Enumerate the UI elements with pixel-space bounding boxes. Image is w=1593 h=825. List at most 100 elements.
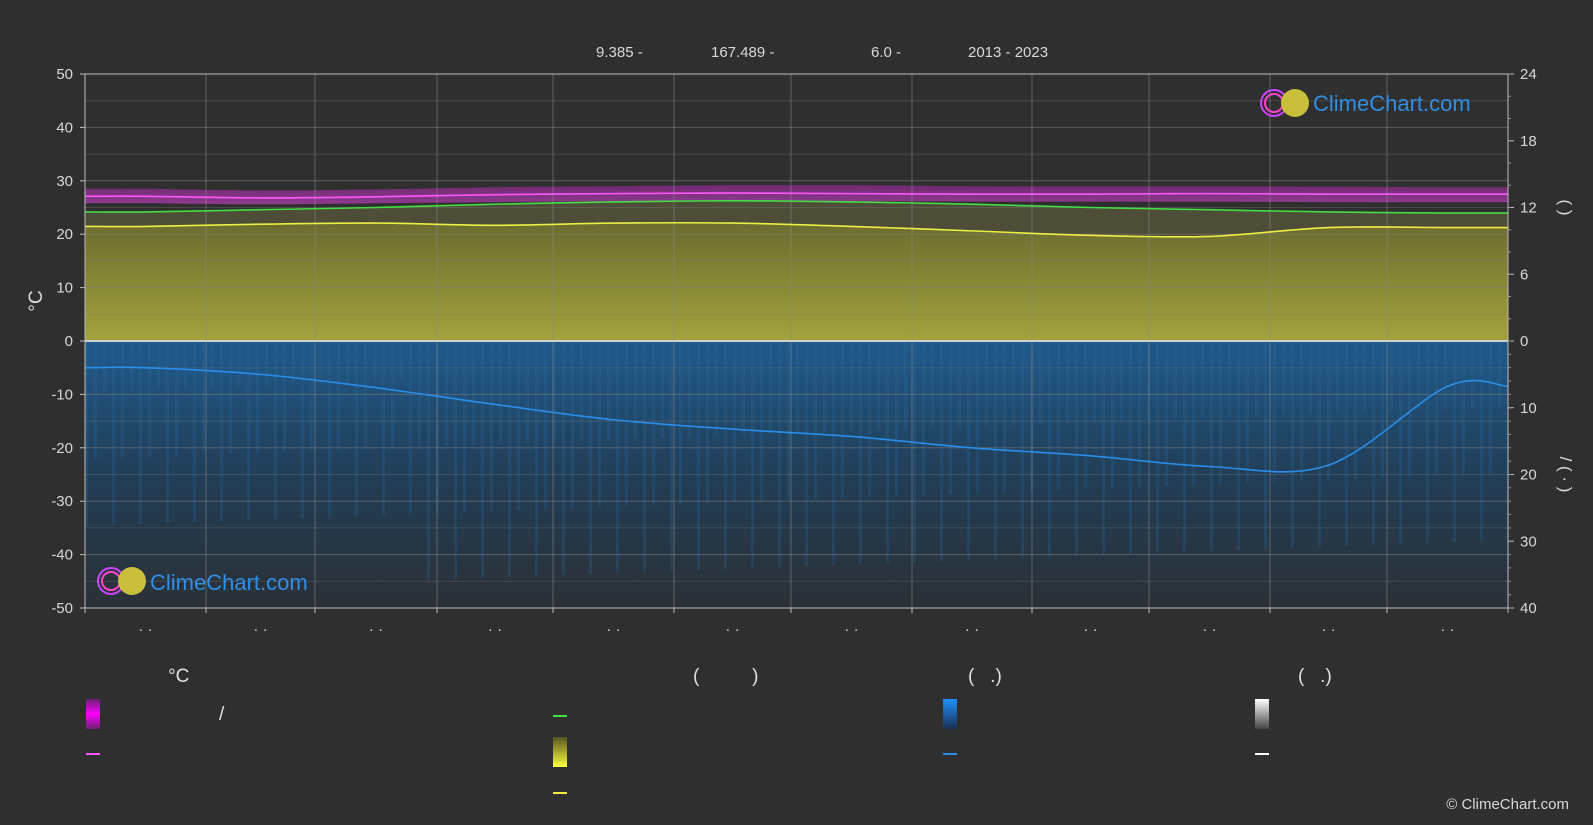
- precipitation-stripe: [1075, 341, 1078, 556]
- precipitation-stripe: [1219, 341, 1222, 484]
- precipitation-stripe: [1084, 341, 1087, 489]
- legend-swatch-snow-mean: [1255, 753, 1269, 755]
- right-tick-label-hours: 12: [1520, 200, 1537, 217]
- precipitation-stripe: [373, 341, 376, 382]
- precipitation-stripe: [1156, 341, 1159, 553]
- precipitation-stripe: [1066, 341, 1069, 423]
- precipitation-stripe: [1300, 341, 1303, 481]
- precipitation-stripe: [544, 341, 547, 509]
- copyright: © ClimeChart.com: [1446, 796, 1569, 813]
- precipitation-stripe: [265, 341, 268, 386]
- left-tick-label: -50: [51, 600, 73, 617]
- precipitation-stripe: [1048, 341, 1051, 557]
- precipitation-stripe: [112, 341, 115, 525]
- month-label: · ·: [1321, 621, 1335, 638]
- precipitation-stripe: [643, 341, 646, 572]
- month-label: · ·: [725, 621, 739, 638]
- month-label: · ·: [138, 621, 152, 638]
- precipitation-stripe: [922, 341, 925, 495]
- left-tick-label: 30: [56, 173, 73, 190]
- precipitation-stripe: [1354, 341, 1357, 479]
- header-lat: 9.385 -: [596, 44, 643, 61]
- precipitation-stripe: [1210, 341, 1213, 551]
- precipitation-stripe: [337, 341, 340, 450]
- legend-swatch-rain: [943, 699, 957, 729]
- legend-swatch-temp-mean: [86, 753, 100, 755]
- precipitation-stripe: [967, 341, 970, 560]
- left-tick-label: 50: [56, 66, 73, 83]
- precipitation-stripe: [1318, 341, 1321, 547]
- left-tick-label: 0: [65, 333, 73, 350]
- precipitation-stripe: [1327, 341, 1330, 480]
- precipitation-stripe: [463, 341, 466, 512]
- precipitation-stripe: [985, 341, 988, 426]
- precipitation-stripe: [688, 341, 691, 437]
- precipitation-stripe: [1444, 341, 1447, 409]
- precipitation-stripe: [742, 341, 745, 435]
- precipitation-stripe: [1489, 341, 1492, 474]
- precipitation-stripe: [1480, 341, 1483, 541]
- legend-col4-title: ( .): [1298, 666, 1332, 687]
- precipitation-stripe: [301, 341, 304, 518]
- precipitation-stripe: [445, 341, 448, 446]
- precipitation-stripe: [553, 341, 556, 442]
- sunshine-line: [85, 221, 1508, 238]
- precipitation-stripe: [382, 341, 385, 515]
- precipitation-stripe: [796, 341, 799, 433]
- precipitation-stripe: [1174, 341, 1177, 419]
- precipitation-stripe: [472, 341, 475, 445]
- month-label: · ·: [844, 621, 858, 638]
- right-tick-label-precip: 30: [1520, 533, 1537, 550]
- precipitation-stripe: [1093, 341, 1096, 422]
- month-label: · ·: [253, 621, 267, 638]
- precipitation-stripe: [661, 341, 664, 438]
- precipitation-stripe: [238, 341, 241, 387]
- header-lon: 167.489 -: [711, 44, 775, 61]
- precipitation-stripe: [1003, 341, 1006, 492]
- month-label: · ·: [1202, 621, 1216, 638]
- precipitation-stripe: [607, 341, 610, 440]
- month-label: · ·: [965, 621, 979, 638]
- precipitation-stripe: [1309, 341, 1312, 414]
- precipitation-stripe: [823, 341, 826, 432]
- precipitation-stripe: [1336, 341, 1339, 413]
- precipitation-stripe: [877, 341, 880, 430]
- precipitation-stripe: [184, 341, 187, 389]
- precipitation-stripe: [1462, 341, 1465, 475]
- precipitation-stripe: [787, 341, 790, 500]
- precipitation-stripe: [166, 341, 169, 523]
- month-label: · ·: [606, 621, 620, 638]
- right-tick-label-hours: 0: [1520, 333, 1528, 350]
- precipitation-stripe: [1381, 341, 1384, 478]
- precipitation-stripe: [715, 341, 718, 436]
- precipitation-stripe: [580, 341, 583, 441]
- header-years: 2013 - 2023: [968, 44, 1049, 61]
- precipitation-stripe: [1435, 341, 1438, 476]
- right-tick-label-hours: 6: [1520, 266, 1528, 283]
- header-elev: 6.0 -: [871, 44, 902, 61]
- precipitation-stripe: [139, 341, 142, 524]
- precipitation-stripe: [499, 341, 502, 444]
- precipitation-stripe: [1111, 341, 1114, 488]
- left-axis-label: °C: [26, 290, 47, 311]
- precipitation-stripe: [886, 341, 889, 563]
- precipitation-stripe: [1228, 341, 1231, 417]
- precipitation-stripe: [859, 341, 862, 564]
- precipitation-stripe: [940, 341, 943, 561]
- precipitation-stripe: [292, 341, 295, 385]
- precipitation-stripe: [1408, 341, 1411, 477]
- precipitation-stripe: [1183, 341, 1186, 552]
- left-tick-label: 20: [56, 226, 73, 243]
- daylight-line: [85, 200, 1508, 214]
- precipitation-stripe: [778, 341, 781, 567]
- month-label: · ·: [488, 621, 502, 638]
- right-axis-label-hours: ( ): [1556, 199, 1575, 215]
- legend-swatch-temp-band: [86, 699, 100, 729]
- precipitation-stripe: [832, 341, 835, 565]
- precipitation-stripe: [508, 341, 511, 577]
- month-label: · ·: [1083, 621, 1097, 638]
- legend-swatch-rain-mean: [943, 753, 957, 755]
- precipitation-stripe: [931, 341, 934, 428]
- precipitation-stripe: [328, 341, 331, 517]
- precipitation-stripe: [562, 341, 565, 575]
